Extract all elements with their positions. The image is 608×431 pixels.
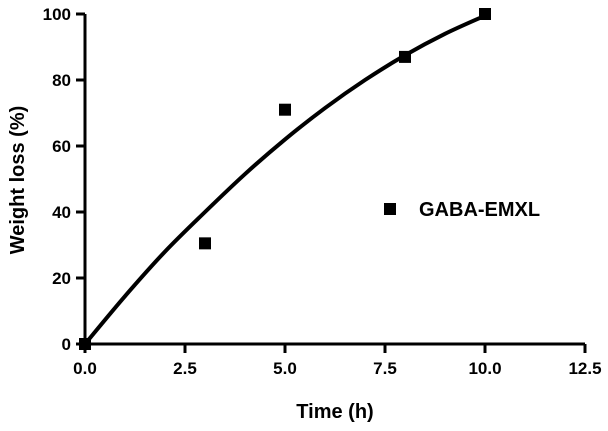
y-tick-label: 20 bbox=[52, 269, 71, 288]
plot-area bbox=[79, 8, 491, 350]
y-tick-label: 60 bbox=[52, 137, 71, 156]
x-tick-label: 12.5 bbox=[568, 359, 601, 378]
tick-labels: 0.0 2.5 5.0 7.5 10.0 12.5 0 20 40 60 80 100 bbox=[43, 5, 602, 378]
fit-curve bbox=[83, 13, 487, 346]
y-tick-label: 0 bbox=[62, 335, 71, 354]
data-point bbox=[279, 103, 291, 116]
x-tick-label: 5.0 bbox=[273, 359, 297, 378]
data-point bbox=[399, 50, 411, 63]
x-tick-label: 0.0 bbox=[73, 359, 97, 378]
data-point bbox=[479, 8, 491, 20]
x-tick-label: 2.5 bbox=[173, 359, 197, 378]
legend: GABA-EMXL bbox=[384, 199, 540, 221]
data-point bbox=[199, 237, 211, 250]
legend-label: GABA-EMXL bbox=[419, 199, 540, 221]
legend-marker bbox=[384, 203, 396, 215]
y-axis-title: Weight loss (%) bbox=[7, 106, 29, 255]
y-tick-label: 40 bbox=[52, 203, 71, 222]
x-tick-label: 7.5 bbox=[373, 359, 397, 378]
axes bbox=[76, 12, 587, 353]
y-tick-label: 80 bbox=[52, 71, 71, 90]
x-axis-title: Time (h) bbox=[296, 401, 373, 423]
x-tick-label: 10.0 bbox=[468, 359, 501, 378]
y-tick-label: 100 bbox=[43, 5, 71, 24]
